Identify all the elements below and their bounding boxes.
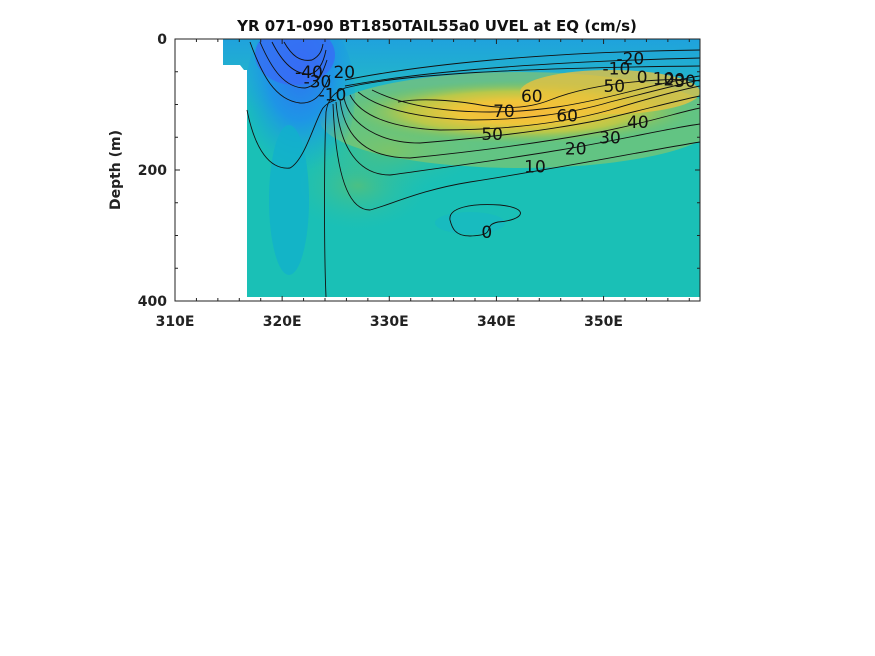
contour-line [283, 41, 324, 61]
x-tick-label: 310E [156, 314, 195, 330]
x-tick-label: 330E [370, 314, 409, 330]
y-tick-label: 0 [157, 32, 167, 48]
contour-line [332, 103, 700, 211]
contour-line [344, 57, 700, 87]
contour-line [349, 85, 700, 131]
contour-label: 60 [521, 87, 543, 107]
contour-label: 20 [565, 139, 587, 159]
x-tick-label: 320E [263, 314, 302, 330]
contour-line [344, 49, 700, 81]
contour-line [271, 41, 327, 75]
contour-line [335, 101, 700, 176]
y-tick-label: 400 [138, 294, 167, 310]
contour-label: -30 [304, 73, 332, 93]
contour-line [343, 95, 700, 144]
contour-line [259, 41, 328, 89]
contour-lines [246, 41, 700, 298]
contour-label: -40 [295, 63, 323, 83]
contour-line [339, 99, 700, 159]
contour-line [449, 204, 521, 237]
contour-label: 10 [653, 69, 675, 89]
contour-label: -20 [616, 50, 644, 70]
contour-line [357, 79, 700, 121]
contour-label: 0 [637, 68, 648, 88]
contour-label: 70 [493, 102, 515, 122]
x-tick-label: 340E [477, 314, 516, 330]
land-mask [175, 39, 247, 301]
contour-label: 50 [481, 125, 503, 145]
contour-line [249, 41, 331, 104]
contour-line [397, 79, 700, 108]
contour-label: -10 [319, 86, 347, 106]
contour-line [371, 75, 700, 113]
contour-label: 0 [481, 223, 492, 243]
contour-label: 20 [663, 71, 685, 91]
contour-label: 20 [333, 63, 355, 83]
y-tick-label: 200 [138, 163, 167, 179]
contour-label: 30 [599, 128, 621, 148]
chart-title: YR 071-090 BT1850TAIL55a0 UVEL at EQ (cm… [236, 17, 637, 35]
axis-ticks [174, 38, 700, 302]
y-axis-label: Depth (m) [108, 130, 124, 210]
contour-label: 50 [603, 77, 625, 97]
contour-label: -10 [603, 59, 631, 79]
contour-label: 10 [524, 158, 546, 178]
contour-label: 40 [627, 113, 649, 133]
contour-label: 30 [674, 72, 696, 92]
contour-label: 60 [556, 107, 578, 127]
contour-line [324, 65, 700, 298]
x-tick-label: 350E [584, 314, 623, 330]
